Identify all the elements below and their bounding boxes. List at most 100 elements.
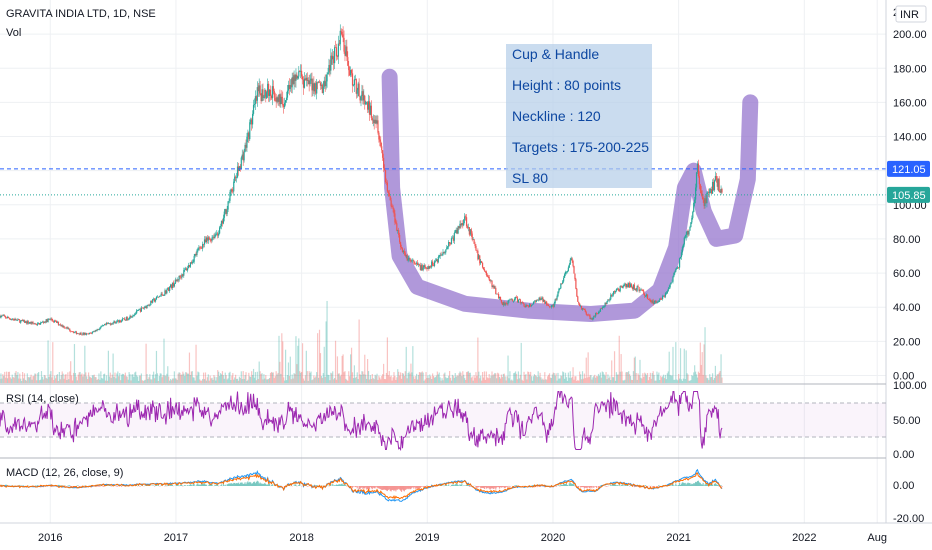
volume-bar bbox=[139, 375, 142, 383]
volume-bar bbox=[276, 374, 278, 383]
candle-body bbox=[601, 307, 603, 309]
candle-body bbox=[660, 298, 662, 300]
candle-body bbox=[619, 286, 621, 292]
candle-body bbox=[622, 286, 624, 288]
candle-body bbox=[201, 247, 203, 249]
volume-bar bbox=[626, 372, 628, 383]
candle-body bbox=[100, 326, 102, 329]
candle-body bbox=[419, 265, 421, 271]
macd-hist-bar bbox=[196, 484, 198, 486]
candle-body bbox=[6, 316, 9, 319]
candle-body bbox=[216, 233, 218, 235]
volume-bar bbox=[1, 378, 3, 383]
volume-bar bbox=[154, 374, 157, 383]
last-price-badge: 105.85 bbox=[887, 186, 930, 203]
volume-bar bbox=[407, 373, 409, 383]
volume-bar bbox=[711, 373, 714, 383]
volume-bar bbox=[332, 371, 334, 383]
candle-body bbox=[377, 120, 379, 133]
volume-bar bbox=[114, 372, 116, 383]
volume-bar bbox=[480, 375, 482, 383]
volume-bar bbox=[701, 352, 703, 383]
macd-hist-bar bbox=[441, 485, 443, 486]
candle-body bbox=[476, 250, 478, 252]
candle-body bbox=[54, 320, 56, 322]
volume-bar bbox=[637, 373, 639, 383]
candle-body bbox=[444, 252, 446, 253]
candle-body bbox=[359, 96, 361, 101]
volume-bar bbox=[377, 379, 379, 383]
volume-bar bbox=[409, 373, 411, 383]
volume-bar bbox=[281, 333, 283, 383]
candle-body bbox=[231, 189, 233, 192]
volume-bar bbox=[5, 371, 8, 383]
candle-body bbox=[502, 302, 504, 305]
currency-badge[interactable]: INR bbox=[895, 5, 927, 23]
candle-body bbox=[536, 300, 538, 301]
volume-bar bbox=[548, 373, 551, 383]
candle-body bbox=[483, 269, 486, 271]
volume-bar bbox=[271, 372, 273, 383]
candle-body bbox=[665, 293, 667, 294]
macd-hist-bar bbox=[555, 486, 557, 487]
candle-body bbox=[147, 304, 149, 306]
candle-body bbox=[288, 84, 290, 89]
volume-bar bbox=[161, 377, 163, 383]
volume-bar bbox=[702, 374, 704, 383]
volume-bar bbox=[288, 376, 290, 383]
candle-body bbox=[414, 261, 416, 264]
price-axis[interactable]: 0.0020.0040.0060.0080.00100.00120.00140.… bbox=[893, 29, 927, 382]
candle-body bbox=[294, 75, 296, 81]
volume-bar bbox=[549, 377, 552, 383]
price-tick-label: 60.00 bbox=[893, 268, 921, 280]
volume-bar bbox=[698, 373, 700, 383]
macd-hist-bar bbox=[193, 484, 195, 486]
candle-body bbox=[649, 299, 651, 302]
volume-bar bbox=[381, 375, 383, 383]
symbol-title[interactable]: GRAVITA INDIA LTD, 1D, NSE bbox=[6, 8, 156, 20]
candle-body bbox=[417, 264, 420, 266]
macd-hist-bar bbox=[387, 486, 389, 490]
volume-bar bbox=[454, 373, 456, 383]
candle-body bbox=[123, 318, 126, 320]
volume-bar bbox=[719, 371, 721, 383]
time-axis[interactable]: 2016 2017 2018 2019 2020 2021 2022 Aug bbox=[38, 532, 887, 544]
volume-bar bbox=[294, 373, 296, 383]
candle-body bbox=[653, 302, 655, 305]
macd-hist-bar bbox=[586, 486, 588, 489]
candle-body bbox=[315, 83, 317, 94]
volume-bar bbox=[137, 380, 140, 383]
candle-body bbox=[353, 79, 355, 86]
volume-bar bbox=[651, 373, 653, 383]
volume-bar bbox=[205, 380, 208, 383]
volume-bar bbox=[706, 377, 708, 383]
macd-hist-bar bbox=[257, 481, 259, 486]
candle-body bbox=[171, 282, 174, 288]
macd-hist-bar bbox=[467, 484, 470, 486]
macd-hist-bar bbox=[451, 484, 454, 486]
macd-hist-bar bbox=[371, 486, 373, 490]
candle-body bbox=[74, 331, 77, 333]
candle-body bbox=[221, 220, 224, 224]
volume-bar bbox=[441, 378, 443, 383]
macd-hist-bar bbox=[591, 486, 593, 489]
volume-bar bbox=[437, 374, 439, 383]
macd-label[interactable]: MACD (12, 26, close, 9) bbox=[6, 467, 123, 479]
volume-bar bbox=[13, 377, 15, 383]
volume-bar bbox=[283, 377, 285, 383]
volume-bar bbox=[329, 380, 331, 383]
rsi-label[interactable]: RSI (14, close) bbox=[6, 393, 79, 405]
macd-hist-bar bbox=[0, 486, 2, 487]
volume-bar bbox=[543, 379, 545, 383]
candle-body bbox=[121, 318, 124, 321]
candle-body bbox=[510, 299, 512, 301]
volume-bar bbox=[583, 373, 585, 383]
candle-body bbox=[694, 199, 696, 204]
candle-body bbox=[380, 141, 382, 147]
macd-hist-bar bbox=[692, 484, 694, 486]
candle-body bbox=[144, 306, 146, 308]
volume-bar bbox=[425, 372, 427, 383]
candle-body bbox=[162, 295, 164, 296]
volume-bar bbox=[562, 371, 564, 383]
